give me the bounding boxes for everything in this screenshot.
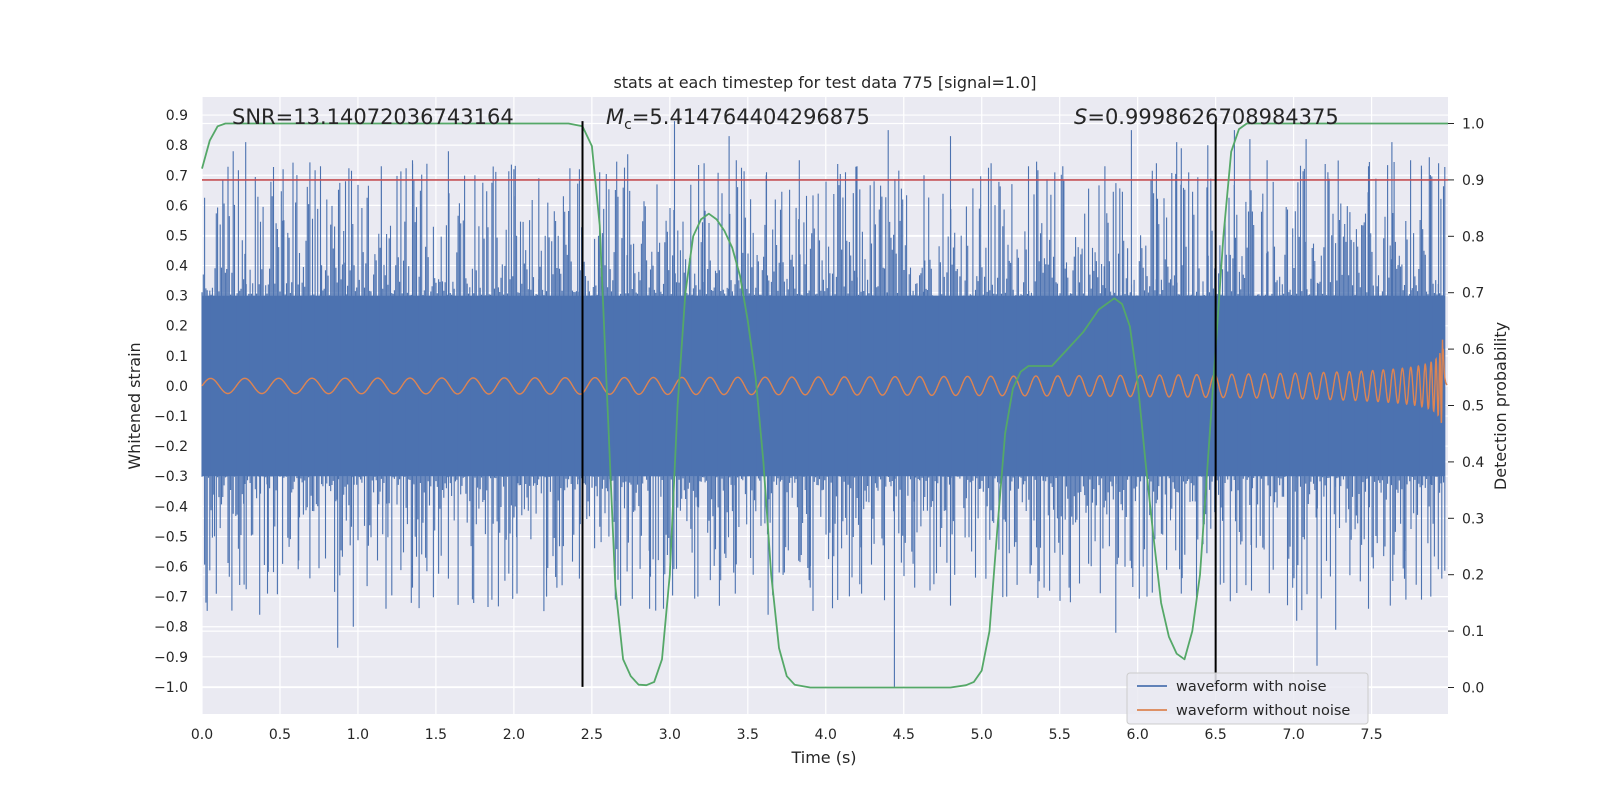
noise-trace xyxy=(201,121,1446,687)
y-axis-label: Whitened strain xyxy=(125,342,144,469)
clean-waveform-series xyxy=(201,339,1448,423)
x-tick-label: 5.0 xyxy=(971,727,993,743)
y-tick-label: 0.6 xyxy=(166,198,188,214)
x-tick-label: 4.0 xyxy=(815,727,837,743)
y-tick-label: −0.2 xyxy=(154,439,188,455)
chart-title: stats at each timestep for test data 775… xyxy=(613,73,1036,92)
y-tick-label: −0.3 xyxy=(154,469,188,485)
y-right-tick-label: 1.0 xyxy=(1462,117,1484,133)
legend-box xyxy=(1126,672,1369,725)
y-tick-label: 0.5 xyxy=(166,228,188,244)
x-tick-label: 3.5 xyxy=(737,727,759,743)
marker-lines xyxy=(581,121,1217,687)
y-tick-label: −0.4 xyxy=(154,499,188,515)
y-right-tick-label: 0.6 xyxy=(1462,342,1484,358)
y-tick-label: 0.2 xyxy=(166,319,188,335)
y-tick-label: −1.0 xyxy=(154,680,188,696)
y-tick-label: 0.3 xyxy=(166,289,188,305)
y-tick-label: 0.9 xyxy=(166,108,188,124)
x-tick-label: 2.5 xyxy=(581,727,603,743)
chirp-mass-annotation: Mc=5.414764404296875 xyxy=(606,105,870,133)
y-right-tick-label: 0.4 xyxy=(1462,455,1484,471)
y-tick-label: −0.7 xyxy=(154,590,188,606)
y-tick-label: 0.7 xyxy=(166,168,188,184)
y-tick-label: −0.1 xyxy=(154,409,188,425)
y-tick-label: 0.4 xyxy=(166,259,188,275)
axes: 0.0 0.5 1.0 1.5 2.0 2.5 3.0 3.5 4.0 4.5 5.0 5.5 6.0 6… xyxy=(154,108,1484,743)
legend: waveform with noise waveform without noi… xyxy=(1126,672,1369,725)
noise-waveform-series xyxy=(201,121,1446,687)
y-axis-right-label: Detection probability xyxy=(1491,322,1510,490)
score-annotation: S=0.9998626708984375 xyxy=(1074,105,1339,129)
y-tick-label: −0.8 xyxy=(154,620,188,636)
y-right-tick-label: 0.0 xyxy=(1462,680,1484,696)
y-tick-label: −0.9 xyxy=(154,650,188,666)
legend-label-clean: waveform without noise xyxy=(1176,703,1350,719)
y-right-tick-label: 0.3 xyxy=(1462,511,1484,527)
y-right-tick-label: 0.1 xyxy=(1462,624,1484,640)
y-right-tick-label: 0.9 xyxy=(1462,173,1484,189)
y-tick-label: 0.8 xyxy=(166,138,188,154)
x-tick-label: 4.5 xyxy=(893,727,915,743)
x-tick-label: 6.5 xyxy=(1205,727,1227,743)
x-tick-label: 0.5 xyxy=(269,727,291,743)
x-tick-label: 7.0 xyxy=(1282,727,1304,743)
x-tick-label: 7.5 xyxy=(1360,727,1382,743)
y-tick-label: −0.5 xyxy=(154,529,188,545)
y-right-tick-label: 0.2 xyxy=(1462,568,1484,584)
x-tick-label: 3.0 xyxy=(659,727,681,743)
y-right-tick-label: 0.8 xyxy=(1462,229,1484,245)
y-tick-label: −0.6 xyxy=(154,560,188,576)
y-right-tick-label: 0.7 xyxy=(1462,286,1484,302)
detection-probability-line xyxy=(201,122,1448,689)
y-tick-label: 0.1 xyxy=(166,349,188,365)
clean-waveform-trace xyxy=(201,339,1448,423)
x-tick-label: 1.0 xyxy=(347,727,369,743)
x-tick-label: 1.5 xyxy=(425,727,447,743)
y-right-tick-label: 0.5 xyxy=(1462,399,1484,415)
detection-probability-series xyxy=(201,122,1448,689)
legend-label-noise: waveform with noise xyxy=(1176,679,1327,695)
snr-annotation: SNR=13.14072036743164 xyxy=(232,105,514,129)
x-tick-label: 2.0 xyxy=(503,727,525,743)
x-tick-label: 6.0 xyxy=(1127,727,1149,743)
x-tick-label: 0.0 xyxy=(191,727,213,743)
x-axis-label: Time (s) xyxy=(790,748,856,767)
x-tick-label: 5.5 xyxy=(1049,727,1071,743)
y-tick-label: 0.0 xyxy=(166,379,188,395)
